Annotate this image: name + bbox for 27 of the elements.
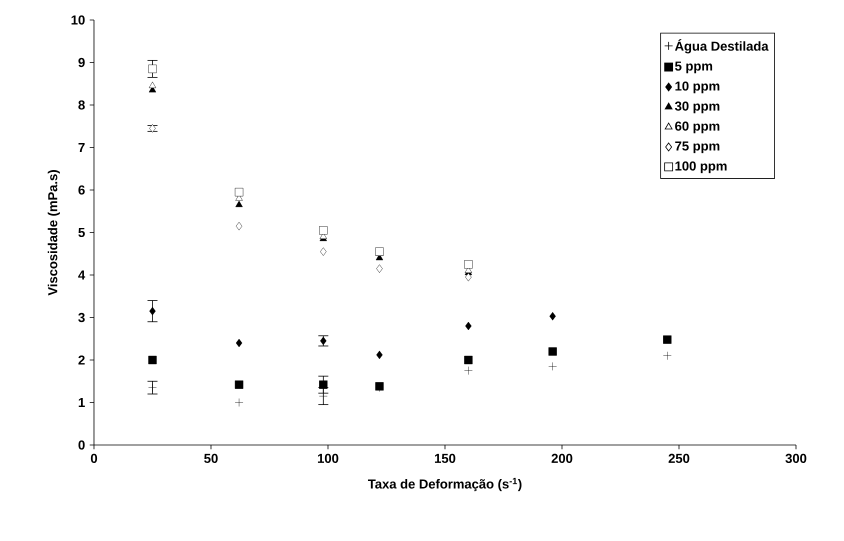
y-tick-label: 7 [78, 143, 85, 152]
legend-label: 60 ppm [675, 122, 720, 134]
y-tick-label: 5 [78, 228, 85, 238]
y-tick-label: 0 [78, 440, 85, 450]
y-tick-label: 8 [78, 100, 85, 110]
legend-label: 10 ppm [675, 81, 720, 94]
y-tick-label: 9 [78, 58, 85, 68]
y-tick-label: 10 [72, 15, 85, 25]
legend-label: 30 ppm [674, 101, 720, 114]
x-tick-label: 200 [552, 454, 572, 463]
x-tick-label: 50 [204, 454, 218, 463]
y-tick-label: 1 [78, 398, 85, 407]
x-tick-label: 300 [785, 454, 806, 464]
legend-label: 75 ppm [675, 142, 720, 154]
y-tick-label: 3 [78, 312, 85, 322]
legend-label: 5 ppm [675, 62, 712, 74]
x-tick-label: 250 [668, 454, 690, 463]
legend-label: Água Destilada [674, 39, 769, 54]
legend-label: 100 ppm [675, 161, 727, 174]
y-tick-label: 4 [78, 270, 86, 280]
x-tick-label: 150 [434, 454, 456, 463]
x-axis-title: Taxa de Deformação (s$^{-1}$) [368, 478, 522, 492]
x-tick-label: 0 [90, 454, 98, 463]
y-axis-title: Viscosidade (mPa.s) [48, 170, 60, 296]
y-tick-label: 2 [78, 355, 85, 365]
y-tick-label: 6 [78, 185, 85, 195]
x-tick-label: 100 [318, 454, 338, 463]
